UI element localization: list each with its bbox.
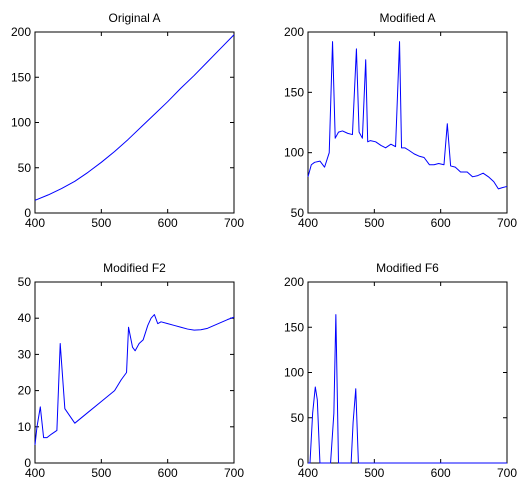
x-tick-label: 500 — [364, 216, 384, 230]
x-tick-label: 400 — [25, 216, 45, 230]
y-tick-label: 50 — [18, 275, 32, 289]
y-tick-label: 50 — [18, 161, 32, 175]
y-tick-label: 200 — [11, 25, 31, 39]
y-tick-label: 50 — [291, 206, 305, 220]
y-tick-label: 100 — [11, 116, 31, 130]
y-tick-label: 30 — [18, 347, 32, 361]
x-tick-label: 500 — [364, 466, 384, 480]
y-tick-label: 150 — [11, 70, 31, 84]
x-tick-label: 400 — [298, 216, 318, 230]
y-tick-label: 200 — [284, 275, 304, 289]
plot-title: Modified A — [379, 11, 435, 25]
x-tick-label: 600 — [158, 216, 178, 230]
x-tick-label: 700 — [224, 216, 244, 230]
y-tick-label: 50 — [291, 411, 305, 425]
data-line — [34, 34, 235, 201]
y-tick-label: 0 — [24, 456, 31, 470]
axis-ticks: 400 500 600 700 0 10 20 30 40 50 — [18, 275, 245, 480]
subplot-modified-a: Modified A 400 500 600 700 50 100 150 200 — [284, 11, 517, 230]
x-tick-label: 600 — [158, 466, 178, 480]
y-tick-label: 0 — [24, 206, 31, 220]
plot-title: Modified F2 — [103, 261, 166, 275]
y-tick-label: 200 — [284, 25, 304, 39]
plot-title: Modified F6 — [376, 261, 439, 275]
y-tick-label: 10 — [18, 420, 32, 434]
x-tick-label: 400 — [25, 466, 45, 480]
x-tick-label: 700 — [497, 466, 517, 480]
y-tick-label: 150 — [284, 85, 304, 99]
y-tick-label: 0 — [297, 456, 304, 470]
x-tick-label: 400 — [298, 466, 318, 480]
x-tick-label: 600 — [431, 216, 451, 230]
data-line — [307, 41, 508, 190]
y-tick-label: 40 — [18, 311, 32, 325]
plot-title: Original A — [108, 11, 160, 25]
y-tick-label: 20 — [18, 384, 32, 398]
plot-frame — [34, 281, 235, 464]
subplot-original-a: Original A 400 500 600 700 0 50 100 150 200 — [11, 11, 244, 230]
y-tick-label: 100 — [284, 366, 304, 380]
y-tick-label: 150 — [284, 320, 304, 334]
y-tick-label: 100 — [284, 146, 304, 160]
subplot-modified-f2: Modified F2 400 500 600 700 0 10 20 30 40 50 — [18, 261, 245, 480]
x-tick-label: 500 — [91, 216, 111, 230]
data-line — [34, 314, 235, 445]
axis-ticks: 400 500 600 700 0 50 100 150 200 — [11, 25, 244, 230]
x-tick-label: 600 — [431, 466, 451, 480]
x-tick-label: 700 — [224, 466, 244, 480]
plot-frame — [34, 31, 235, 214]
plot-frame — [307, 281, 508, 464]
x-tick-label: 700 — [497, 216, 517, 230]
axis-ticks: 400 500 600 700 50 100 150 200 — [284, 25, 517, 230]
x-tick-label: 500 — [91, 466, 111, 480]
plot-frame — [307, 31, 508, 214]
subplot-modified-f6: Modified F6 400 500 600 700 0 50 100 150 200 — [284, 261, 517, 480]
data-line — [308, 314, 507, 464]
